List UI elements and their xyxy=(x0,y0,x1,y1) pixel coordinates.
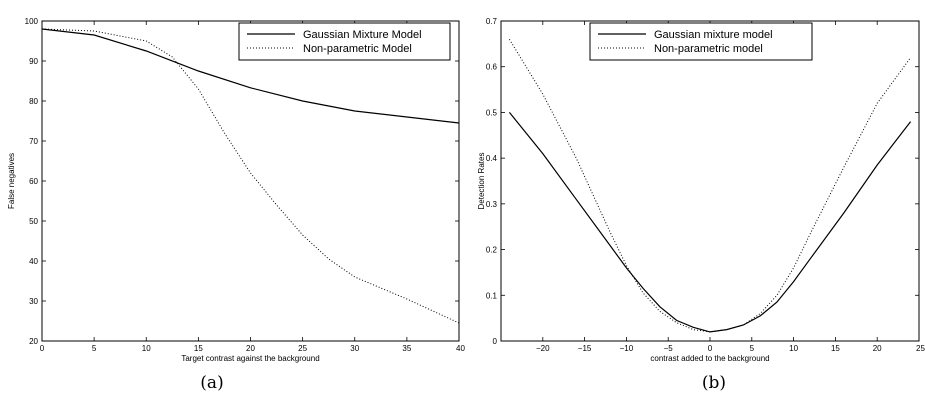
series-line-non-parametric xyxy=(41,28,460,324)
x-tick-label: −10 xyxy=(620,344,634,353)
series-line-gaussian xyxy=(508,112,912,333)
y-tick-label: 50 xyxy=(29,217,38,226)
legend-box xyxy=(589,22,813,61)
x-tick-label: 25 xyxy=(916,344,925,353)
chart-panel-b: −20 −15 −10 −5 0 5 10 15 20 25 0 0.1 0.2 0.3 0.4 0.5 0.6… xyxy=(477,17,925,393)
panel-caption: (a) xyxy=(200,373,223,393)
series-line-non-parametric xyxy=(508,39,912,333)
x-tick-label: 10 xyxy=(789,344,798,353)
y-axis-label: Detection Rates xyxy=(477,153,486,210)
legend-box xyxy=(238,22,451,61)
chart-panel-a: 0 5 10 15 20 25 30 35 40 20 30 40 50 60 70 80 90 100 Targe… xyxy=(7,17,465,393)
x-tick-label: 0 xyxy=(40,344,45,353)
y-tick-label: 40 xyxy=(29,257,38,266)
y-tick-label: 60 xyxy=(29,177,38,186)
y-tick-label: 0.4 xyxy=(486,154,498,163)
x-axis-label: contrast added to the background xyxy=(650,354,769,363)
y-tick-label: 100 xyxy=(25,17,39,26)
x-tick-label: 25 xyxy=(298,344,307,353)
x-tick-label: 5 xyxy=(92,344,97,353)
x-tick-label: 35 xyxy=(402,344,411,353)
y-tick-label: 0.1 xyxy=(486,291,498,300)
series-line-gaussian xyxy=(41,28,460,124)
x-tick-label: −20 xyxy=(536,344,550,353)
x-tick-label: 10 xyxy=(142,344,151,353)
y-tick-label: 0.6 xyxy=(486,63,498,72)
x-tick-label: −15 xyxy=(578,344,592,353)
y-tick-label: 0 xyxy=(493,337,498,346)
legend-entry: Non-parametric model xyxy=(654,43,763,55)
y-tick-label: 20 xyxy=(29,337,38,346)
x-tick-label: −5 xyxy=(664,344,674,353)
x-tick-label: 20 xyxy=(246,344,255,353)
legend-entry: Gaussian mixture model xyxy=(654,29,773,41)
x-tick-label: 40 xyxy=(456,344,465,353)
y-tick-label: 90 xyxy=(29,57,38,66)
x-tick-label: 20 xyxy=(873,344,882,353)
panel-caption: (b) xyxy=(702,373,726,393)
y-tick-label: 0.5 xyxy=(486,108,498,117)
x-axis-label: Target contrast against the background xyxy=(181,354,319,363)
x-tick-label: 15 xyxy=(831,344,840,353)
y-tick-label: 70 xyxy=(29,137,38,146)
y-axis-label: False negatives xyxy=(7,153,16,209)
x-tick-label: 30 xyxy=(350,344,359,353)
x-tick-label: 15 xyxy=(194,344,203,353)
legend-entry: Gaussian Mixture Model xyxy=(303,29,422,41)
x-tick-label: 5 xyxy=(750,344,755,353)
y-tick-label: 30 xyxy=(29,297,38,306)
y-tick-label: 0.7 xyxy=(486,17,498,26)
plot-area-frame xyxy=(41,20,460,342)
x-tick-label: 0 xyxy=(708,344,713,353)
y-tick-label: 80 xyxy=(29,97,38,106)
legend-entry: Non-parametric Model xyxy=(303,43,412,55)
y-tick-label: 0.2 xyxy=(486,246,498,255)
plot-area-frame xyxy=(500,20,920,342)
y-tick-label: 0.3 xyxy=(486,200,498,209)
